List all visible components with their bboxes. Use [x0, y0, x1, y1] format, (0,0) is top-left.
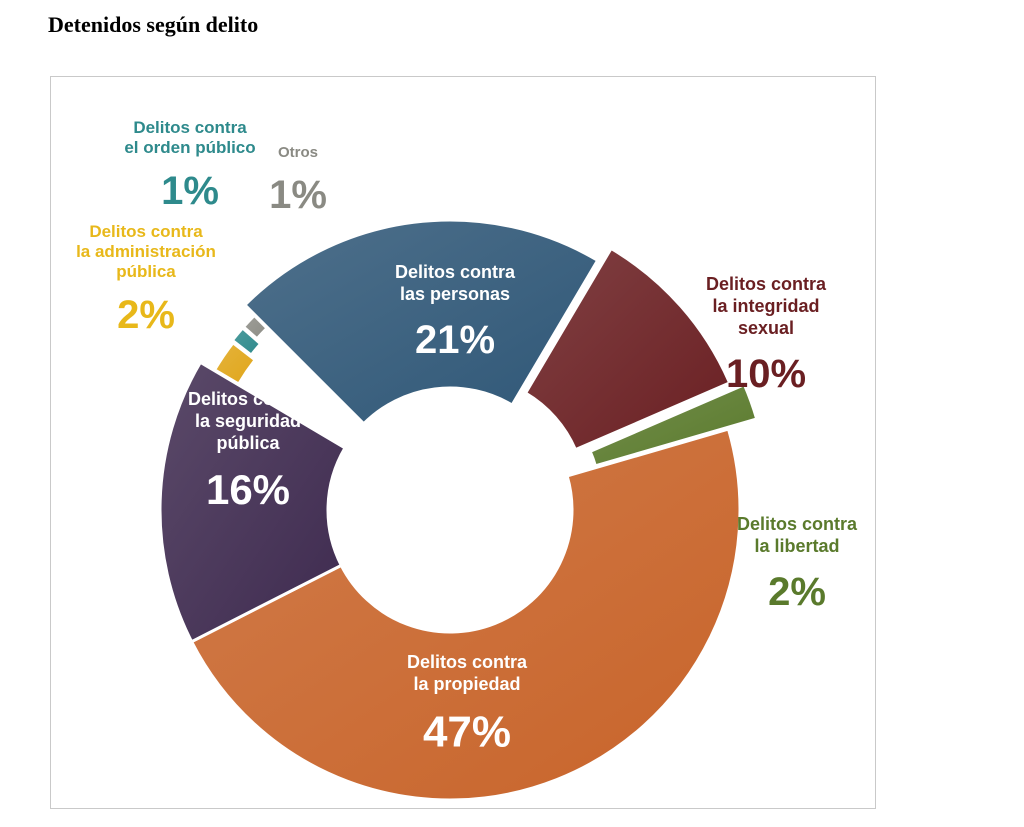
label-personas-line-1: las personas [400, 284, 510, 304]
slice-7 [241, 313, 270, 341]
label-seguridad-line-1: la seguridad [195, 411, 301, 431]
slice-1 [523, 246, 732, 452]
page-title: Detenidos según delito [48, 12, 259, 37]
label-orden-line-1: el orden público [124, 138, 255, 157]
slice-6 [230, 325, 263, 358]
label-integridad-line-2: sexual [738, 318, 794, 338]
label-seguridad-line-2: pública [216, 433, 280, 453]
slice-2 [588, 382, 759, 468]
label-libertad-line-1: la libertad [754, 536, 839, 556]
slice-3 [189, 427, 742, 802]
value-label-propiedad: 47% [423, 707, 511, 756]
slice-0 [242, 218, 600, 426]
value-label-administracion: 2% [117, 293, 175, 337]
label-administracion-line-1: la administración [76, 242, 216, 261]
value-label-otros: 1% [269, 173, 327, 217]
label-orden-line-0: Delitos contra [133, 118, 247, 137]
value-label-orden: 1% [161, 169, 219, 213]
value-label-libertad: 2% [768, 570, 826, 614]
label-seguridad-line-0: Delitos contra [188, 389, 309, 409]
value-label-seguridad: 16% [206, 466, 290, 513]
label-otros-line-0: Otros [278, 144, 318, 161]
slice-5 [212, 340, 258, 387]
slice-4 [158, 360, 348, 644]
label-integridad-line-1: la integridad [712, 296, 819, 316]
label-propiedad-line-1: la propiedad [413, 674, 520, 694]
label-propiedad-line-0: Delitos contra [407, 652, 528, 672]
label-personas-line-0: Delitos contra [395, 262, 516, 282]
value-label-personas: 21% [415, 318, 495, 362]
label-libertad-line-0: Delitos contra [737, 514, 858, 534]
label-administracion-line-0: Delitos contra [89, 222, 203, 241]
value-label-integridad: 10% [726, 352, 806, 396]
label-integridad-line-0: Delitos contra [706, 274, 827, 294]
label-administracion-line-2: pública [116, 262, 176, 281]
